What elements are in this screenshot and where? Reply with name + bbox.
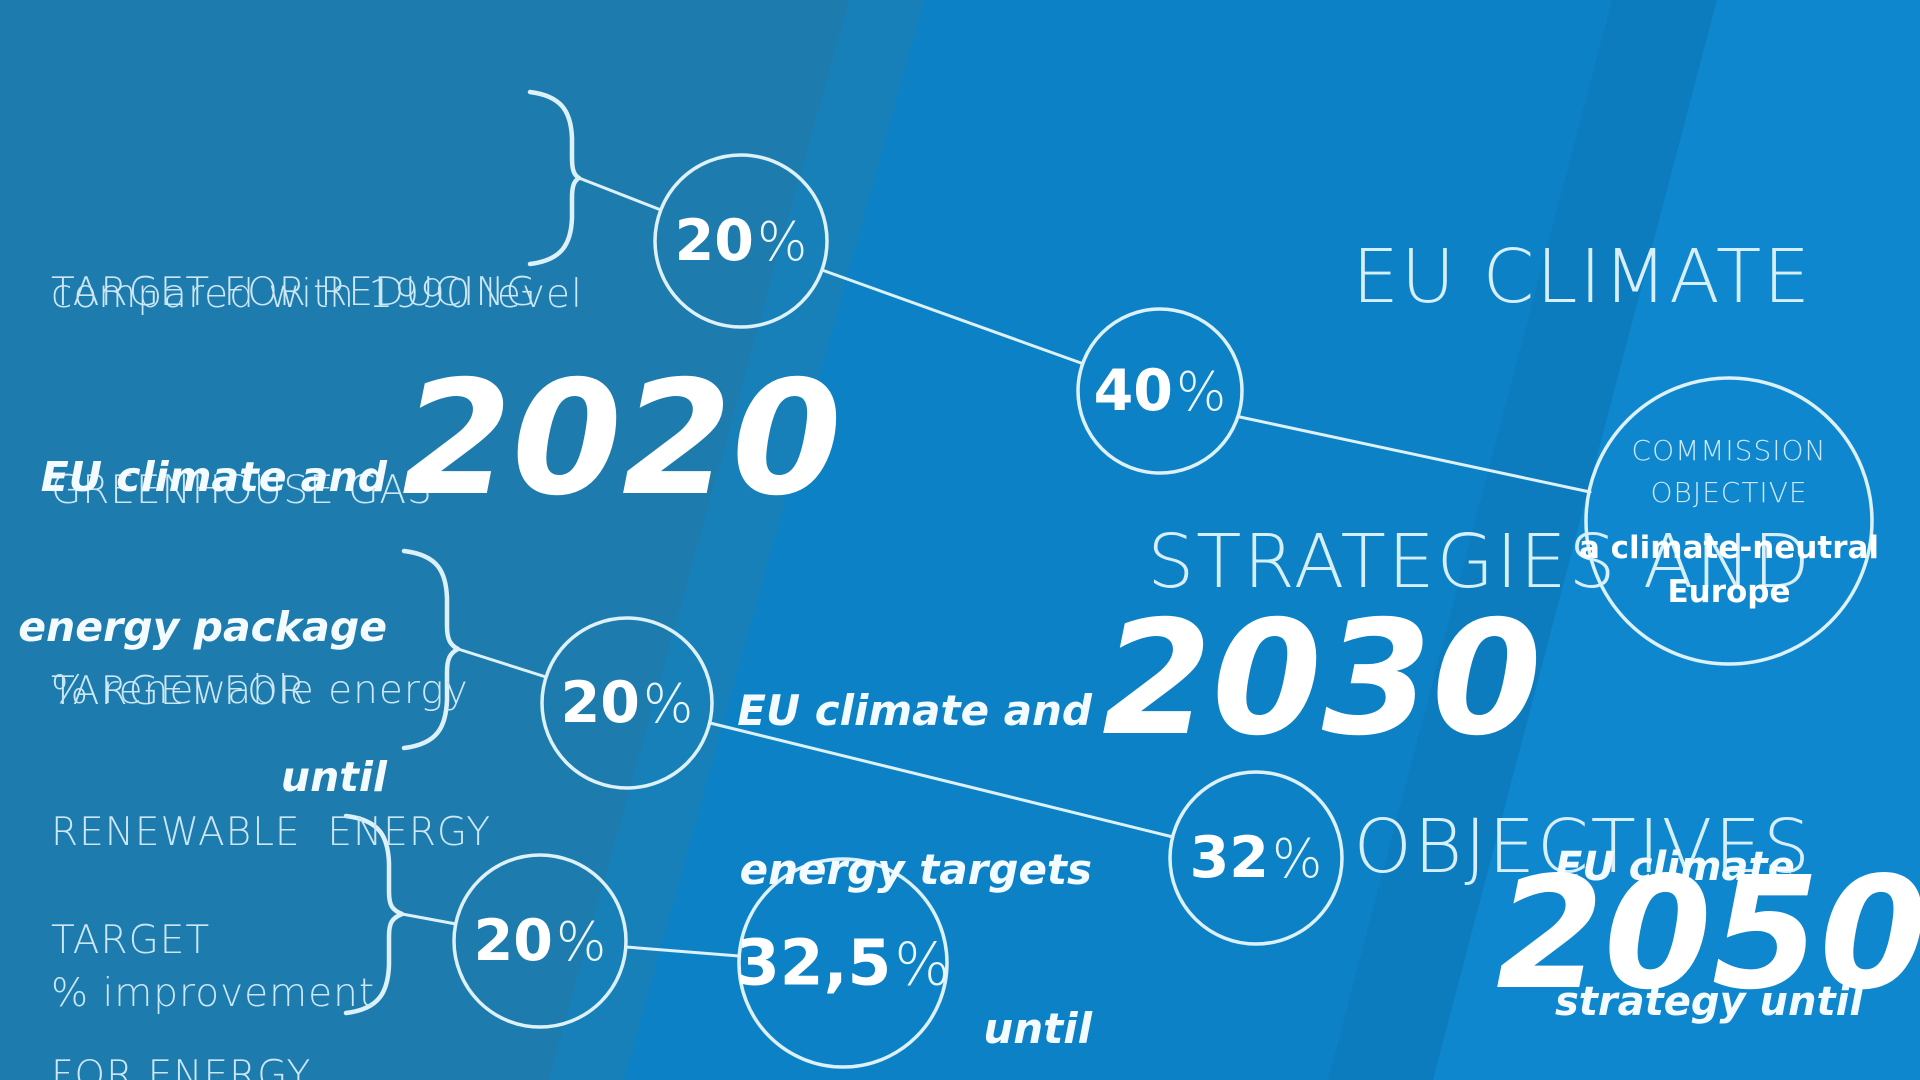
percent-sign: % [1271,828,1323,890]
circle-renewable-2030 [1168,770,1344,946]
connector-ghg-2020-to-2030 [820,268,1083,365]
target-greenhouse-gas-title: TARGET FOR REDUCING GREENHOUSE GAS [51,128,537,656]
value-number: 20 [674,208,754,274]
target-renewable-energy-title: TARGET FOR RENEWABLE ENERGY [51,574,491,950]
circle-commission-objective [1584,376,1874,666]
target-title-line: GREENHOUSE GAS [51,468,433,513]
page-title: EU CLIMATE STRATEGIES AND OBJECTIVES [1147,40,1812,1080]
band-left [0,0,849,1080]
period-label-line: EU climate and [737,686,1092,735]
circle-ghg-2020 [653,153,829,329]
value-renewable-2030: 32% [1190,825,1323,891]
commission-header-line: OBJECTIVE [1650,476,1808,509]
value-ghg-2030: 40% [1094,358,1227,424]
target-title-line: TARGET FOR REDUCING [51,270,537,315]
commission-objective-header: COMMISSION OBJECTIVE [1569,430,1889,514]
page-title-line: EU CLIMATE [1352,234,1812,320]
period-label-line: EU climate and [40,453,387,501]
percent-sign: % [642,673,694,735]
period-label-line: energy package [18,603,387,651]
connector-efficiency-2020-to-2030 [624,945,741,958]
year-2050: 2050 [1496,843,1920,1024]
target-renewable-energy-subtitle: % renewable energy [51,668,469,713]
value-renewable-2020: 20% [561,670,694,736]
connector-renewable-2020-to-2030 [708,721,1175,839]
value-ghg-2020: 20% [675,208,808,274]
page-title-line: STRATEGIES AND [1147,519,1812,605]
period-label-line: until [280,753,387,801]
commission-body-line: a climate-neutral [1578,530,1880,566]
circle-efficiency-2020 [452,853,628,1029]
commission-body-line: Europe [1667,574,1791,610]
percent-sign: % [1175,361,1227,423]
target-energy-efficiency-subtitle: % improvement [51,971,376,1016]
target-greenhouse-gas-subtitle: compared with 1990 level [51,272,583,317]
period-label-line: energy targets [739,845,1092,894]
percent-sign: % [555,911,607,973]
band-right-stripe [1328,0,1717,1080]
period-2050-label: EU climate strategy until [1555,755,1863,1080]
period-label-line: EU climate [1555,844,1795,890]
period-2020-label: EU climate and energy package until [18,352,387,902]
percent-sign: % [894,930,951,999]
target-title-line: TARGET [51,918,211,963]
percent-sign: % [756,211,808,273]
connector-ghg-2030-to-commission [1238,415,1592,494]
target-energy-efficiency-title: TARGET FOR ENERGY EFFICIENCY [51,828,311,1080]
value-number: 32,5 [735,926,892,1000]
connector-bracket-to-renewable-2020 [456,647,548,679]
target-title-line: RENEWABLE ENERGY [51,810,492,855]
connector-bracket-to-efficiency-2020 [400,912,458,926]
year-2030: 2030 [1102,587,1542,771]
page-title-line: OBJECTIVES [1353,804,1812,890]
value-number: 40 [1093,358,1173,424]
circle-ghg-2030 [1076,307,1244,475]
value-efficiency-2020: 20% [474,908,607,974]
value-number: 32 [1189,825,1269,891]
connector-bracket-to-ghg-2020 [577,176,663,212]
band-right [1433,0,1920,1080]
commission-header-line: COMMISSION [1631,434,1827,467]
period-label-line: strategy until [1555,979,1864,1025]
commission-objective-body: a climate-neutral Europe [1569,526,1889,614]
value-number: 20 [473,908,553,974]
value-efficiency-2030: 32,5% [736,927,950,1000]
year-2020: 2020 [402,347,842,531]
circle-efficiency-2030 [737,857,949,1069]
circle-renewable-2020 [540,616,714,790]
period-2030-label: EU climate and energy targets until [737,578,1092,1080]
target-title-line: FOR ENERGY [51,1053,312,1080]
target-title-line: TARGET FOR [51,669,307,714]
commission-objective: COMMISSION OBJECTIVE a climate-neutral E… [1569,430,1889,614]
band-left-stripe [549,0,924,1080]
value-number: 20 [560,670,640,736]
period-label-line: until [983,1004,1092,1053]
